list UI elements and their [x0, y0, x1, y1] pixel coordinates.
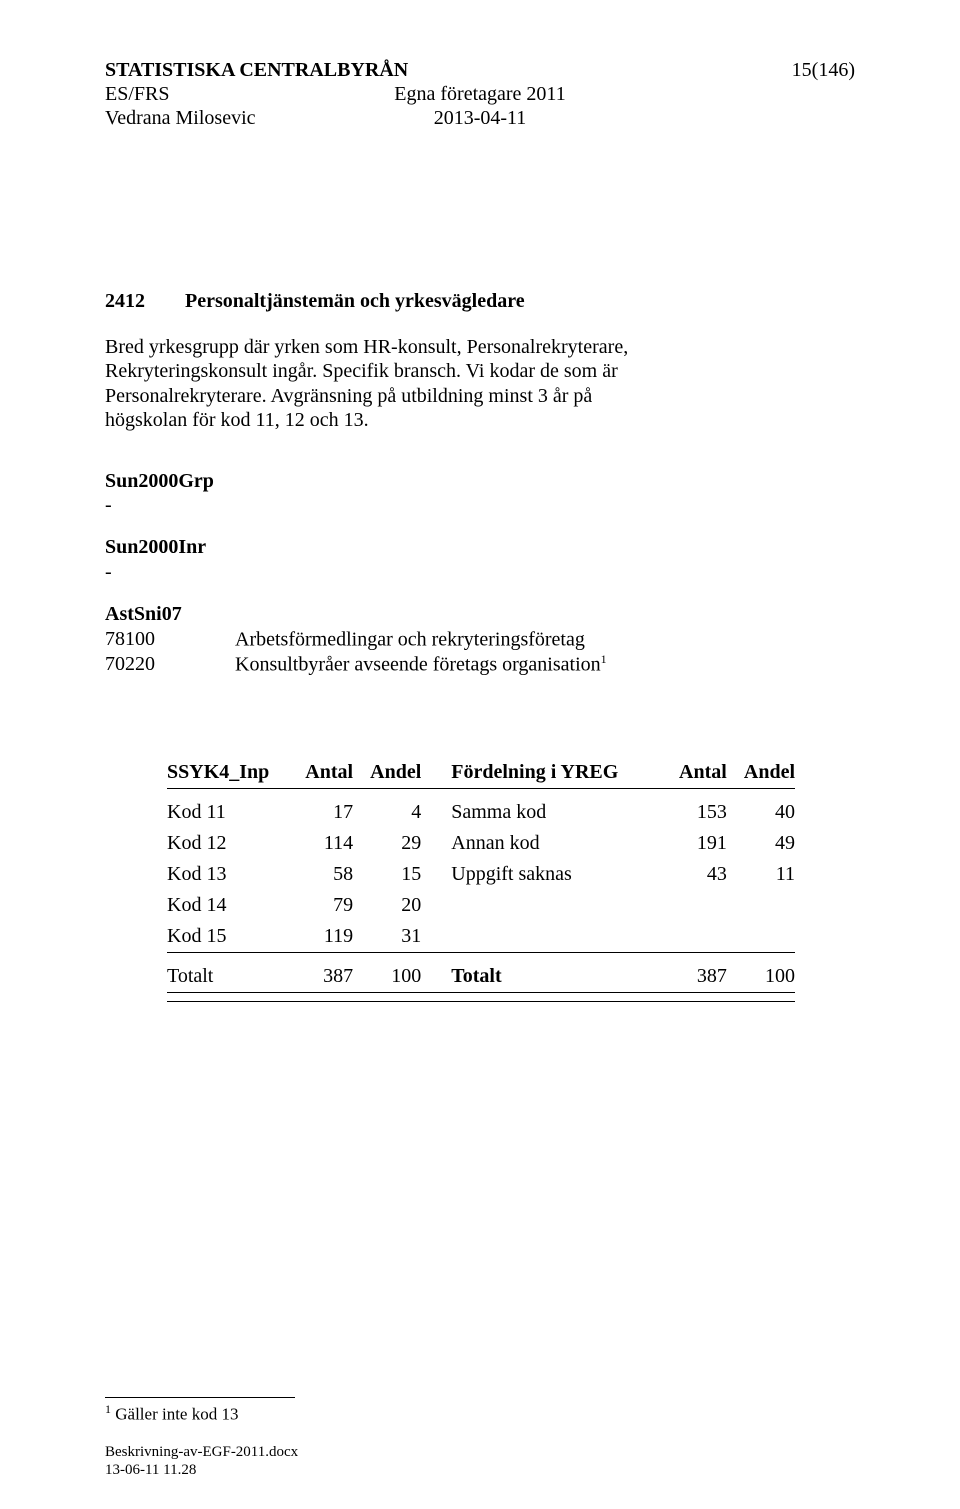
page-footer: Beskrivning-av-EGF-2011.docx 13-06-11 11…	[105, 1443, 298, 1479]
col-ssyk4: SSYK4_Inp	[167, 757, 285, 789]
page-header: STATISTISKA CENTRALBYRÅN 15(146) ES/FRS …	[105, 58, 855, 130]
footer-timestamp: 13-06-11 11.28	[105, 1461, 298, 1479]
col-antal-1: Antal	[285, 757, 353, 789]
section-body: Bred yrkesgrupp där yrken som HR-konsult…	[105, 335, 665, 433]
header-doc-title: Egna företagare 2011	[394, 82, 565, 106]
astsni-row: 78100 Arbetsförmedlingar och rekrytering…	[105, 627, 855, 652]
header-dept: ES/FRS	[105, 82, 169, 106]
header-date: 2013-04-11	[434, 106, 527, 130]
table-row: Kod 11 17 4 Samma kod 153 40	[167, 797, 795, 828]
sun2000inr-label: Sun2000Inr	[105, 535, 855, 559]
sun2000inr-value: -	[105, 560, 855, 584]
section-title-text: Personaltjänstemän och yrkesvägledare	[185, 290, 525, 312]
section-heading: 2412 Personaltjänstemän och yrkesvägledar…	[105, 290, 855, 313]
table-row: Kod 15 119 31	[167, 921, 795, 953]
table-row: Kod 12 114 29 Annan kod 191 49	[167, 828, 795, 859]
distribution-table: SSYK4_Inp Antal Andel Fördelning i YREG …	[167, 757, 795, 1010]
footnote-rule	[105, 1397, 295, 1398]
section-code: 2412	[105, 290, 145, 313]
footer-filename: Beskrivning-av-EGF-2011.docx	[105, 1443, 298, 1461]
sun2000grp-value: -	[105, 493, 855, 517]
table-header-row: SSYK4_Inp Antal Andel Fördelning i YREG …	[167, 757, 795, 789]
table-row: Kod 14 79 20	[167, 890, 795, 921]
footnote-text: Gäller inte kod 13	[115, 1405, 238, 1424]
sun2000grp-label: Sun2000Grp	[105, 469, 855, 493]
col-andel-2: Andel	[727, 757, 795, 789]
col-andel-1: Andel	[353, 757, 421, 789]
header-page-number: 15(146)	[792, 58, 855, 82]
col-antal-2: Antal	[659, 757, 727, 789]
table-totals-row: Totalt 387 100 Totalt 387 100	[167, 961, 795, 993]
astsni-code: 70220	[105, 652, 235, 677]
footnote-marker: 1	[105, 1402, 111, 1416]
astsni07-table: 78100 Arbetsförmedlingar och rekrytering…	[105, 627, 855, 677]
header-author: Vedrana Milosevic	[105, 106, 256, 130]
document-page: STATISTISKA CENTRALBYRÅN 15(146) ES/FRS …	[0, 0, 960, 1509]
footnote: 1 Gäller inte kod 13	[105, 1397, 295, 1425]
astsni-code: 78100	[105, 627, 235, 652]
table-row: Kod 13 58 15 Uppgift saknas 43 11	[167, 859, 795, 890]
astsni-row: 70220 Konsultbyråer avseende företags or…	[105, 652, 855, 677]
classification-labels: Sun2000Grp - Sun2000Inr - AstSni07 78100…	[105, 469, 855, 677]
astsni07-label: AstSni07	[105, 602, 855, 626]
header-org: STATISTISKA CENTRALBYRÅN	[105, 58, 408, 82]
astsni-desc: Arbetsförmedlingar och rekryteringsföret…	[235, 627, 585, 652]
col-fordelning: Fördelning i YREG	[421, 757, 659, 789]
astsni-desc: Konsultbyråer avseende företags organisa…	[235, 652, 607, 677]
